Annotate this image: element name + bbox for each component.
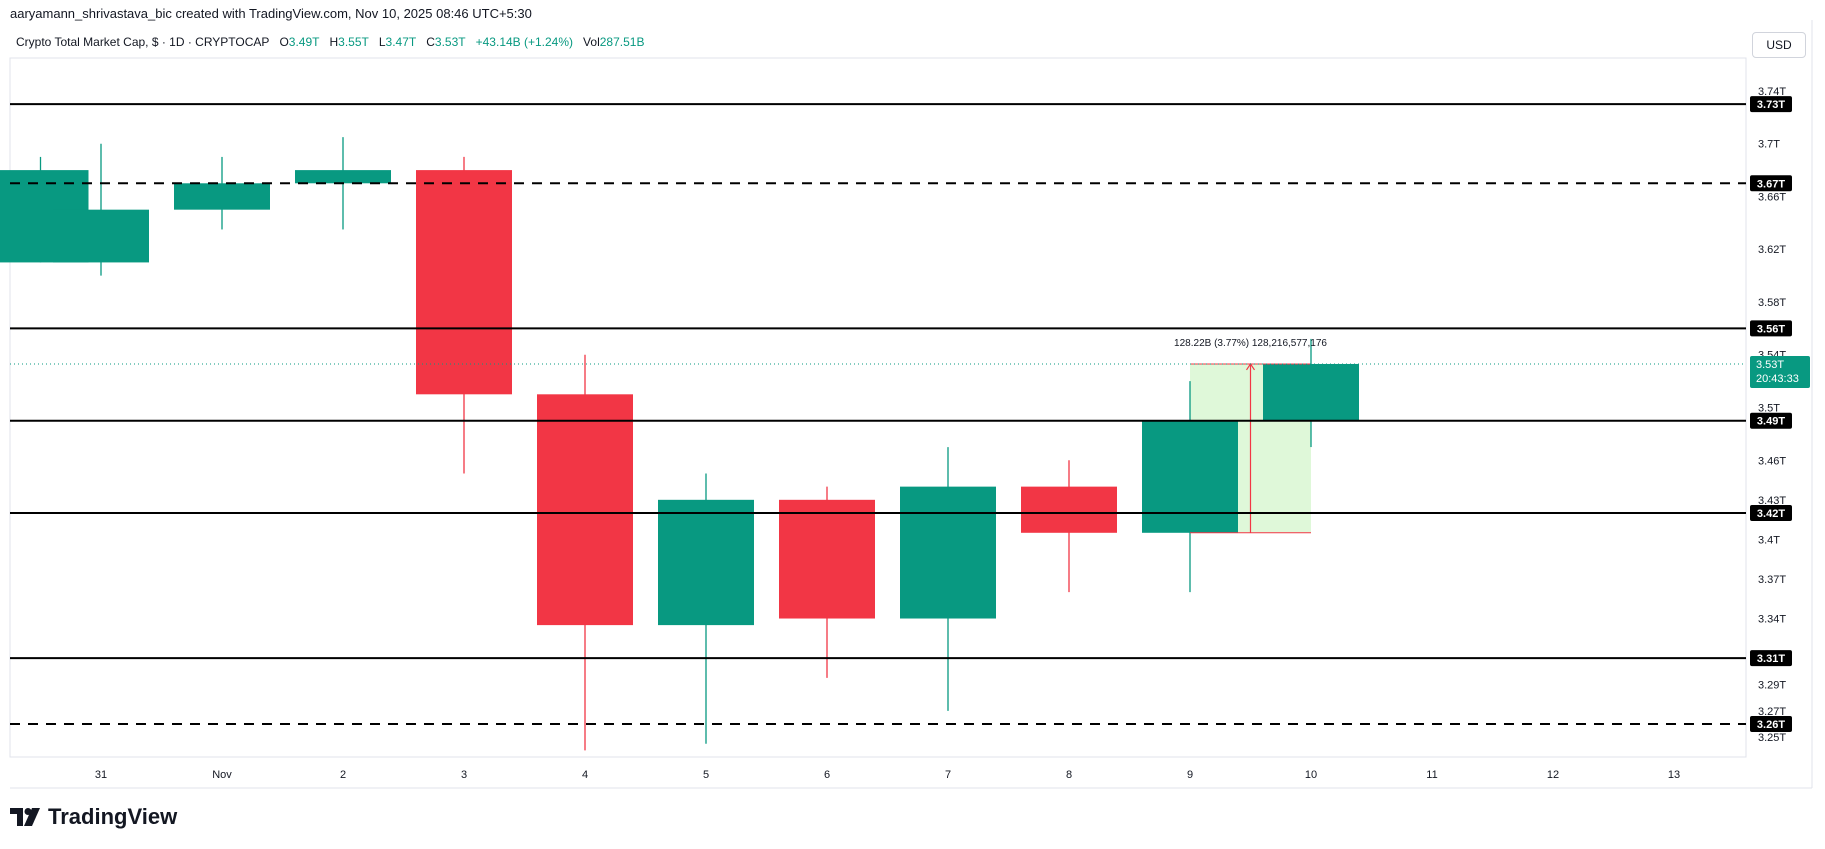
- high-value: 3.55T: [338, 35, 369, 49]
- level-label-bg: [1750, 505, 1792, 522]
- y-tick-label: 3.7T: [1758, 139, 1780, 151]
- y-tick-label: 3.43T: [1758, 495, 1786, 507]
- candle-body: [1021, 486, 1117, 533]
- x-tick-label: Nov: [212, 769, 232, 781]
- symbol-title: Crypto Total Market Cap, $ · 1D · CRYPTO…: [16, 35, 270, 49]
- brand-name: TradingView: [48, 804, 178, 829]
- close-label: C: [426, 35, 435, 49]
- x-tick-label: 8: [1066, 769, 1072, 781]
- level-label: 3.26T: [1757, 719, 1785, 731]
- chart-caption: aaryamann_shrivastava_bic created with T…: [10, 6, 532, 21]
- level-label-bg: [1750, 175, 1792, 192]
- level-label: 3.73T: [1757, 99, 1785, 111]
- x-tick-label: 11: [1426, 769, 1437, 781]
- x-tick-label: 31: [95, 769, 107, 781]
- x-tick-label: 2: [340, 769, 346, 781]
- candle-body: [174, 183, 270, 210]
- low-value: 3.47T: [385, 35, 417, 49]
- currency-button[interactable]: USD: [1752, 32, 1806, 58]
- candle-body: [53, 209, 149, 263]
- level-label-bg: [1750, 650, 1792, 667]
- open-label: O: [279, 35, 289, 49]
- x-tick-label: 4: [582, 769, 588, 781]
- level-label: 3.56T: [1757, 323, 1785, 335]
- y-tick-label: 3.58T: [1758, 297, 1786, 309]
- y-tick-label: 3.74T: [1758, 86, 1786, 98]
- y-tick-label: 3.5T: [1758, 403, 1780, 415]
- high-label: H: [329, 35, 339, 49]
- y-tick-label: 3.34T: [1758, 614, 1786, 626]
- y-tick-label: 3.4T: [1758, 534, 1780, 546]
- level-label: 3.67T: [1757, 178, 1785, 190]
- y-tick-label: 3.66T: [1758, 191, 1786, 203]
- last-price-label: 3.53T: [1756, 359, 1784, 371]
- x-tick-label: 12: [1547, 769, 1559, 781]
- level-label-bg: [1750, 96, 1792, 113]
- level-label: 3.49T: [1757, 416, 1785, 428]
- level-label-bg: [1750, 320, 1792, 337]
- plot-area: [9, 57, 1747, 758]
- candle-body: [900, 486, 996, 619]
- x-tick-label: 7: [945, 769, 951, 781]
- bar-countdown: 20:43:33: [1756, 373, 1799, 385]
- level-label: 3.31T: [1757, 653, 1785, 665]
- measure-label: 128.22B (3.77%) 128,216,577,176: [1174, 338, 1327, 349]
- y-tick-label: 3.29T: [1758, 679, 1786, 691]
- y-tick-label: 3.46T: [1758, 455, 1786, 467]
- x-tick-label: 10: [1305, 769, 1317, 781]
- low-label: L: [378, 35, 386, 49]
- x-tick-label: 9: [1187, 769, 1193, 781]
- candle-body: [1263, 363, 1359, 421]
- candle-body: [295, 170, 391, 184]
- volume-label: Vol: [583, 35, 600, 49]
- y-tick-label: 3.25T: [1758, 732, 1786, 744]
- open-value: 3.49T: [288, 35, 320, 49]
- last-price-badge: [1750, 355, 1810, 388]
- candle-body: [779, 499, 875, 619]
- level-label-bg: [1750, 716, 1792, 733]
- change-value: +43.14B (+1.24%): [475, 35, 574, 49]
- x-tick-label: 5: [703, 769, 709, 781]
- candle-body: [1142, 420, 1238, 533]
- candle-body: [416, 170, 512, 395]
- x-tick-label: 3: [461, 769, 467, 781]
- x-tick-label: 13: [1668, 769, 1680, 781]
- volume-value: 287.51B: [599, 35, 645, 49]
- y-tick-label: 3.62T: [1758, 244, 1786, 256]
- candle-body: [537, 394, 633, 626]
- close-value: 3.53T: [434, 35, 466, 49]
- x-tick-label: 6: [824, 769, 830, 781]
- y-tick-label: 3.37T: [1758, 574, 1786, 586]
- tradingview-brand: TradingView: [10, 804, 177, 830]
- tradingview-logo-icon: [10, 808, 40, 826]
- symbol-legend: Crypto Total Market Cap, $ · 1D · CRYPTO…: [16, 35, 644, 49]
- level-label: 3.42T: [1757, 508, 1785, 520]
- level-label-bg: [1750, 412, 1792, 429]
- y-tick-label: 3.27T: [1758, 706, 1786, 718]
- candle-body: [658, 499, 754, 626]
